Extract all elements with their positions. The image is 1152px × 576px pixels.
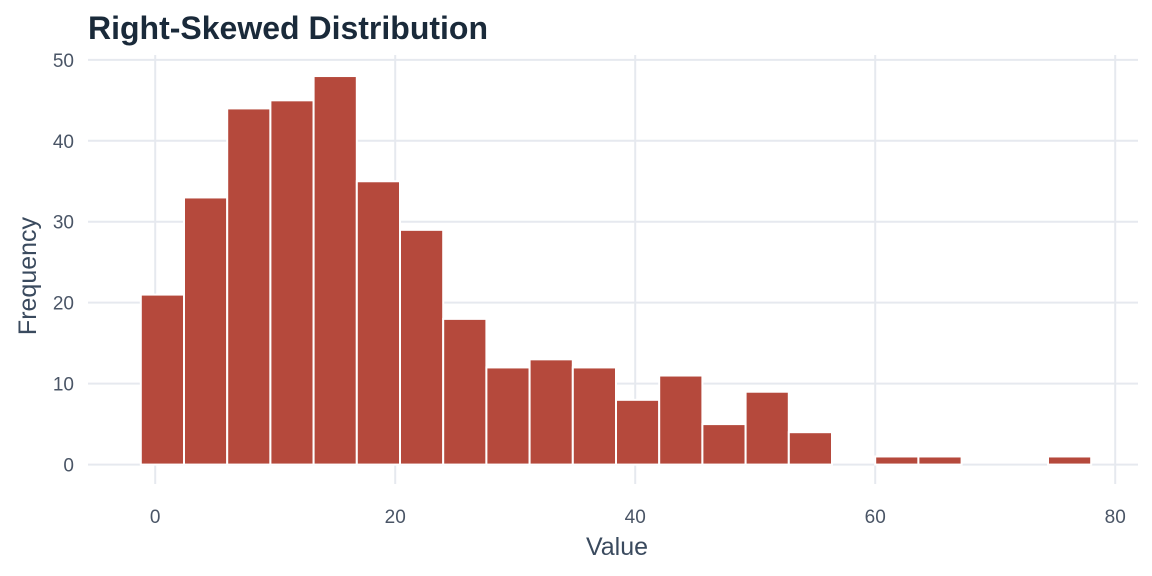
histogram-bar [355,180,401,466]
histogram-bar [744,390,790,466]
x-tick-label: 20 [385,507,406,528]
x-tick-label: 80 [1105,507,1126,528]
histogram-bar [571,366,617,466]
x-axis-label: Value [586,533,648,561]
y-axis-label: Frequency [14,216,42,335]
y-tick-labels: 0 10 20 30 40 50 [53,51,74,477]
x-tick-label: 60 [865,507,886,528]
y-tick-label: 10 [53,375,74,396]
histogram-bar [226,107,272,466]
histogram-bar [528,358,574,466]
y-tick-label: 30 [53,213,74,234]
histogram-bar [442,317,488,466]
histogram-bar [787,431,833,466]
histogram-bar [399,228,445,466]
y-tick-label: 50 [53,51,74,72]
histogram-bar [269,99,315,466]
histogram-bar [485,366,531,466]
histogram-bar [701,423,747,466]
y-tick-label: 20 [53,294,74,315]
x-tick-labels: 0 20 40 60 80 [150,507,1126,528]
histogram-bar [917,455,963,466]
histogram-bar [183,196,229,466]
histogram-bar [139,293,186,466]
histogram-bar [658,374,704,466]
x-tick-label: 40 [625,507,646,528]
histogram-bar [615,398,661,466]
y-tick-label: 0 [63,456,74,477]
y-tick-label: 40 [53,132,74,153]
histogram-bar [874,455,920,466]
histogram-bar [1047,455,1093,466]
bars-layer [139,75,1093,466]
histogram-bar [312,75,358,466]
x-tick-label: 0 [150,507,161,528]
chart-title: Right-Skewed Distribution [88,10,488,46]
